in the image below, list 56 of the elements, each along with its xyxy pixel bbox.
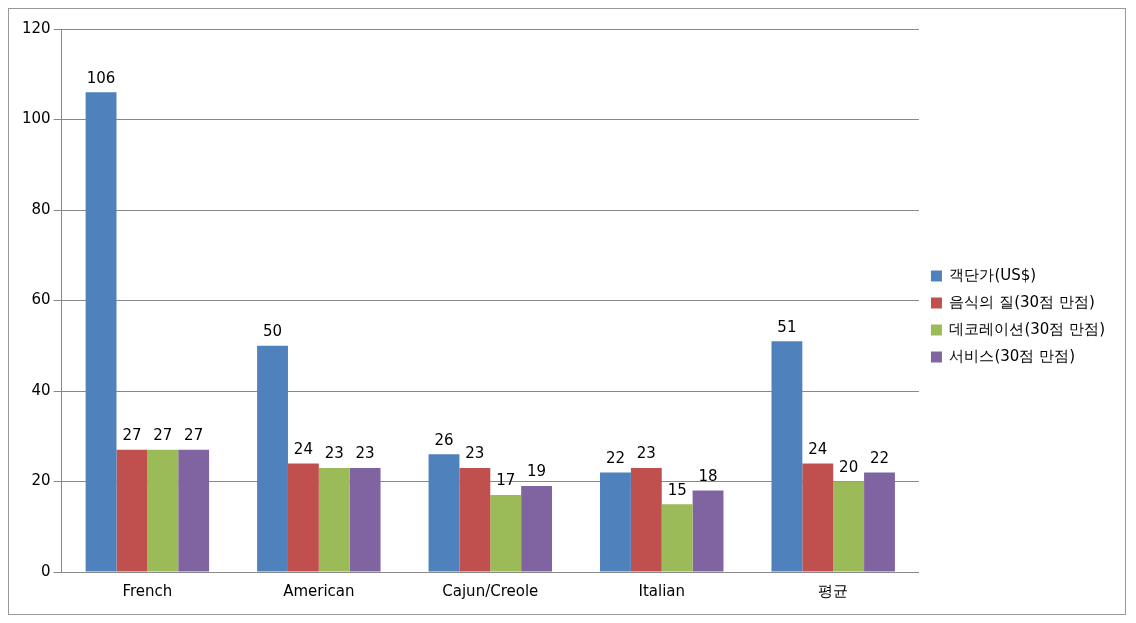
y-tick-label: 0 — [41, 561, 51, 580]
legend-label: 객단가(US$) — [949, 265, 1037, 284]
y-tick-label: 60 — [31, 290, 51, 309]
bar — [459, 467, 491, 572]
bar — [85, 92, 117, 572]
bar — [490, 495, 522, 572]
x-tick-label: French — [122, 581, 173, 600]
bar — [521, 486, 553, 572]
x-tick-label: American — [283, 581, 355, 600]
data-label: 19 — [527, 462, 547, 481]
data-label: 24 — [808, 439, 828, 458]
data-label: 50 — [262, 322, 283, 341]
data-label: 22 — [869, 448, 890, 467]
x-tick-label: Italian — [638, 581, 686, 600]
data-label: 23 — [324, 444, 344, 463]
y-tick-label: 40 — [31, 380, 51, 399]
data-label: 26 — [434, 430, 454, 449]
data-label: 27 — [122, 426, 142, 445]
x-tick-label: 평균 — [818, 581, 849, 600]
bar — [771, 341, 803, 572]
bar — [178, 449, 210, 572]
data-label: 27 — [184, 426, 204, 445]
legend-label: 음식의 질(30점 만점) — [949, 292, 1095, 311]
bar — [287, 463, 319, 572]
bar — [116, 449, 148, 572]
bar — [600, 472, 631, 572]
bar — [257, 345, 288, 572]
data-label: 106 — [86, 68, 116, 87]
y-tick-label: 120 — [21, 18, 51, 37]
bar — [318, 467, 350, 572]
bar — [692, 490, 724, 572]
bar — [833, 481, 865, 572]
data-label: 27 — [153, 426, 173, 445]
legend-label: 서비스(30점 만점) — [949, 346, 1075, 365]
bar — [661, 504, 693, 572]
bar — [349, 467, 381, 572]
data-label: 23 — [636, 444, 656, 463]
bar — [802, 463, 834, 572]
data-label: 18 — [698, 466, 718, 485]
data-label: 22 — [605, 448, 625, 467]
data-label: 23 — [465, 444, 485, 463]
data-label: 20 — [839, 457, 859, 476]
data-label: 24 — [293, 439, 313, 458]
data-label: 23 — [355, 444, 375, 463]
data-label: 15 — [667, 480, 687, 499]
bar — [630, 467, 662, 572]
bar — [428, 454, 460, 572]
data-label: 51 — [777, 317, 797, 336]
y-tick-label: 20 — [31, 471, 51, 490]
legend-label: 데코레이션(30점 만점) — [949, 319, 1105, 338]
y-tick-label: 80 — [31, 199, 51, 218]
bar — [147, 449, 179, 572]
data-label: 17 — [496, 471, 516, 490]
bar — [864, 472, 895, 572]
x-tick-label: Cajun/Creole — [442, 581, 539, 600]
y-tick-label: 100 — [21, 109, 51, 128]
